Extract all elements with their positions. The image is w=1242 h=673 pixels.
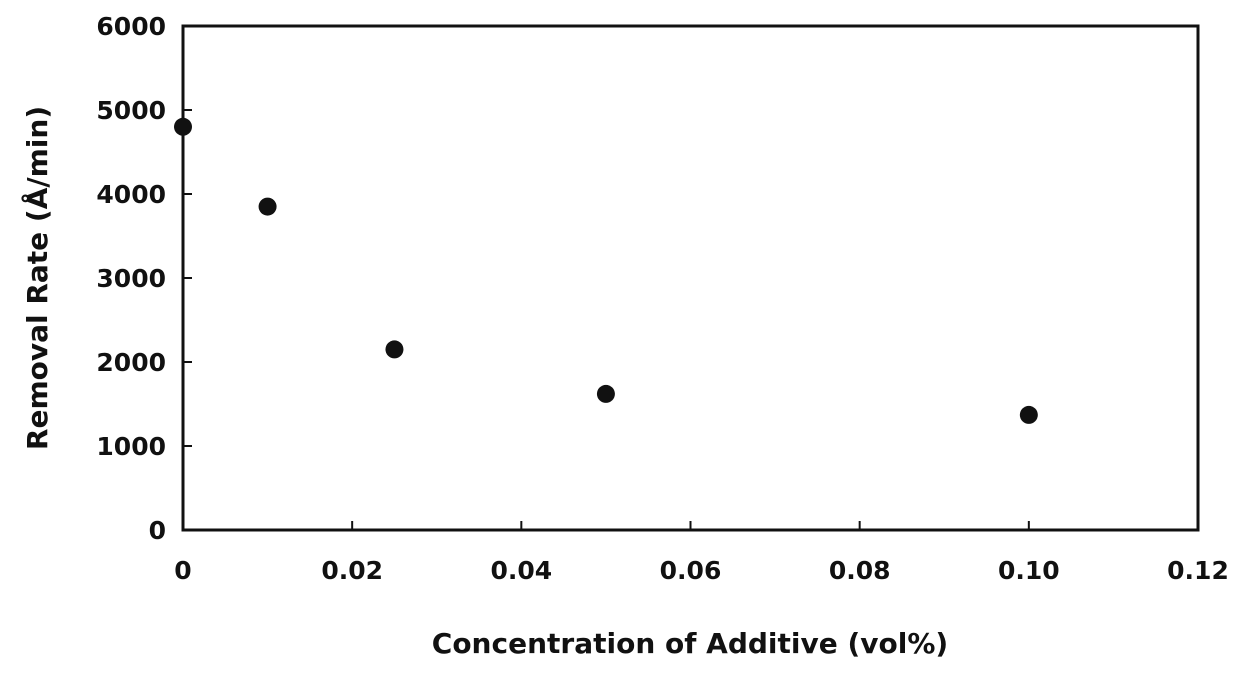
data-point <box>259 198 277 216</box>
x-tick-label: 0.02 <box>321 556 383 585</box>
y-tick-label: 0 <box>149 516 166 545</box>
x-tick-label: 0.04 <box>490 556 552 585</box>
data-points <box>174 118 1038 424</box>
x-tick-label: 0.06 <box>660 556 722 585</box>
plot-area <box>183 26 1198 530</box>
x-axis-title: Concentration of Additive (vol%) <box>432 627 948 660</box>
data-point <box>174 118 192 136</box>
x-tick-label: 0.12 <box>1167 556 1229 585</box>
data-point <box>385 340 403 358</box>
y-axis-title: Removal Rate (Å/min) <box>20 106 54 450</box>
y-tick-label: 1000 <box>96 432 166 461</box>
data-point <box>597 385 615 403</box>
y-tick-label: 2000 <box>96 348 166 377</box>
x-axis-tick-labels: 0 0.02 0.04 0.06 0.08 0.10 0.12 <box>174 556 1229 585</box>
y-tick-label: 3000 <box>96 264 166 293</box>
data-point <box>1020 406 1038 424</box>
y-tick-label: 6000 <box>96 12 166 41</box>
x-tick-label: 0.10 <box>998 556 1060 585</box>
y-axis-tick-labels: 0 1000 2000 3000 4000 5000 6000 <box>96 12 166 545</box>
x-tick-label: 0.08 <box>829 556 891 585</box>
x-tick-label: 0 <box>174 556 191 585</box>
y-tick-label: 5000 <box>96 96 166 125</box>
y-tick-label: 4000 <box>96 180 166 209</box>
